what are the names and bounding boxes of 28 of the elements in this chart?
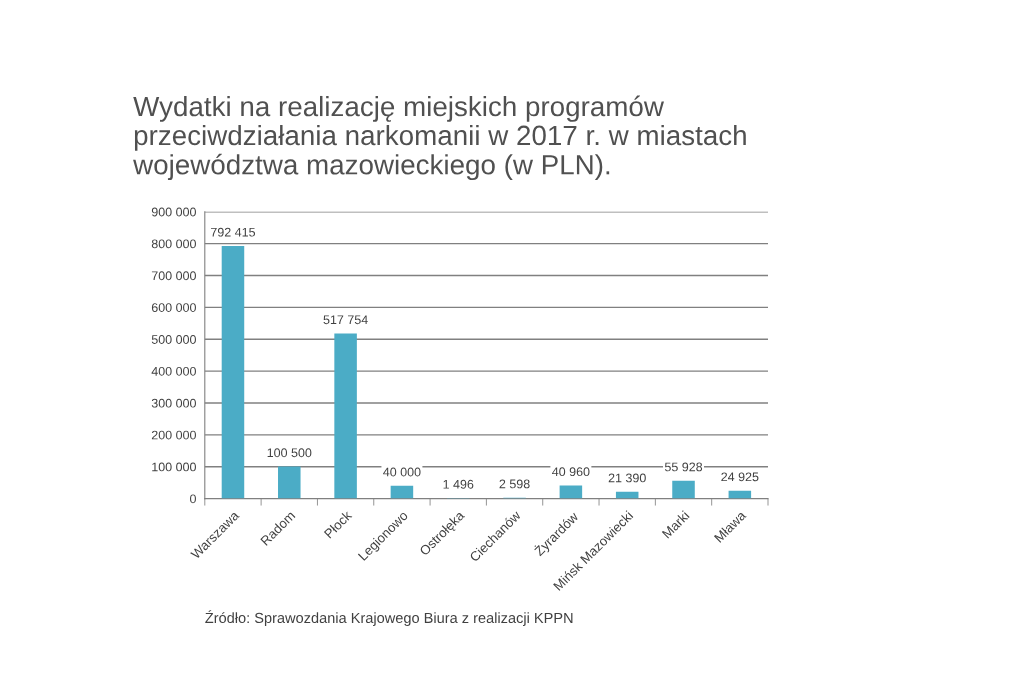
bar: [390, 485, 414, 499]
chart-title: Wydatki na realizację miejskich programów przeciwdziałania narkomanii w 2017 r. w miastach województwa mazowieckiego (w PLN).: [133, 95, 746, 181]
y-tick-label: 400 000: [151, 366, 196, 376]
text: Źródło: Sprawozdania Krajowego Biura z realizacji KPPN: [205, 610, 573, 626]
bar: [221, 246, 245, 499]
data-label: 792 415: [211, 227, 256, 237]
y-tick-label: 300 000: [151, 398, 196, 408]
bar: [672, 480, 695, 499]
y-tick-label: 200 000: [151, 430, 196, 440]
y-tick-label: 0: [190, 494, 196, 504]
data-label: 55 928: [664, 462, 703, 472]
bar: [559, 485, 583, 499]
data-label: 517 754: [323, 315, 368, 325]
y-tick-label: 800 000: [151, 239, 196, 249]
y-tick-label: 100 000: [152, 462, 196, 472]
data-label: 40 000: [383, 467, 421, 477]
data-label: 1 496: [443, 479, 474, 489]
data-label: 2 598: [499, 479, 530, 489]
y-tick-label: 700 000: [151, 271, 196, 281]
data-label: 40 960: [552, 467, 590, 477]
y-tick-label: 900 000: [151, 207, 196, 217]
data-label: 21 390: [608, 473, 646, 483]
y-tick-label: 600 000: [151, 303, 196, 312]
y-tick-label: 500 000: [151, 335, 196, 344]
data-label: 24 925: [721, 472, 759, 482]
bar: [334, 333, 357, 499]
data-label: 100 500: [267, 448, 312, 458]
bar: [278, 466, 301, 499]
